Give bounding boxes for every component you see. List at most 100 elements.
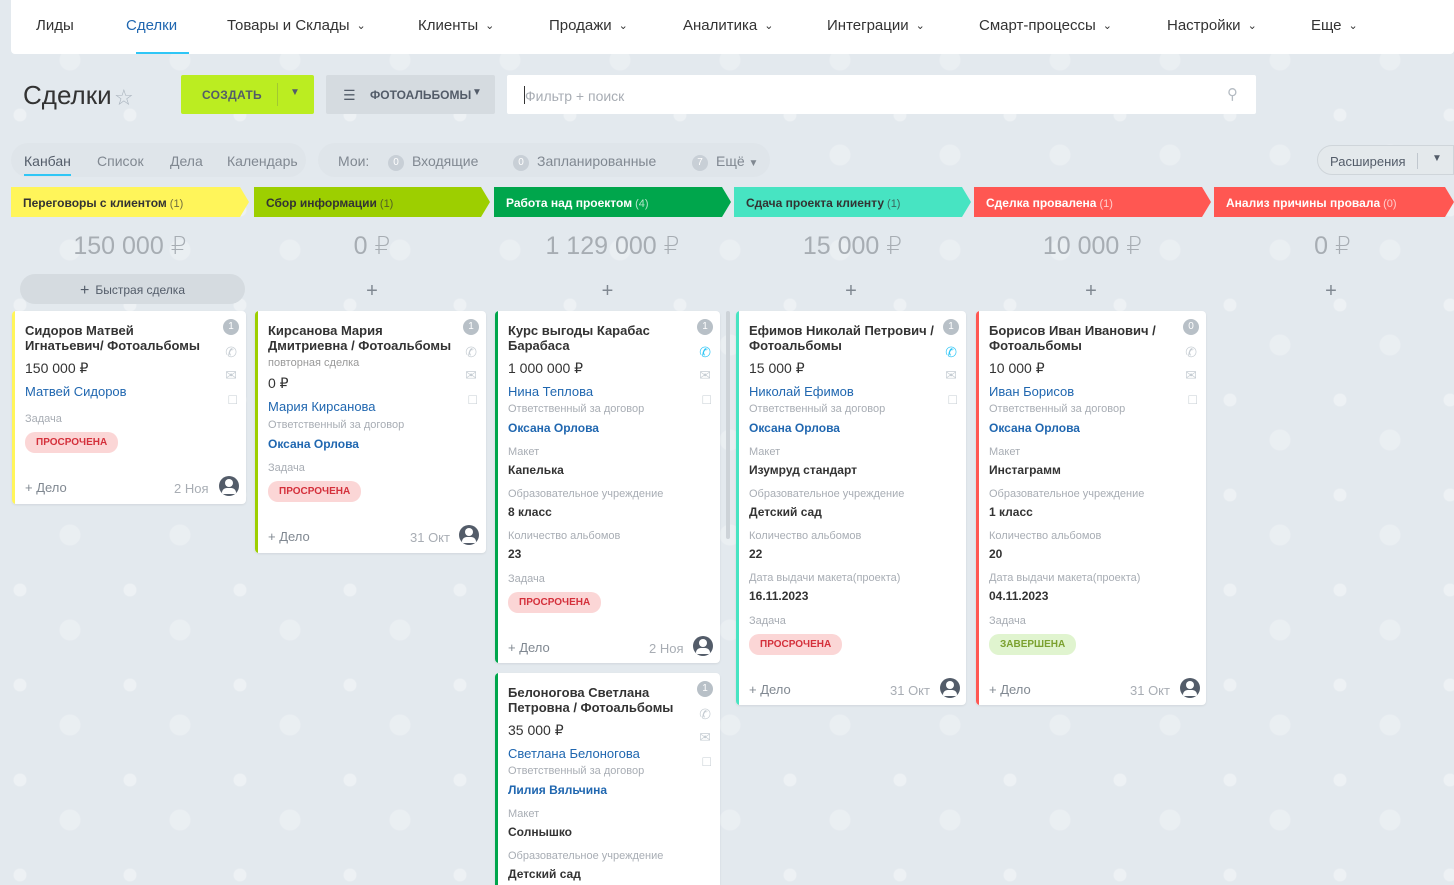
deal-title[interactable]: Кирсанова Мария Дмитриевна / Фотоальбомы (268, 323, 452, 353)
extensions-button[interactable]: Расширения ▼ (1317, 145, 1454, 175)
phone-icon[interactable]: ✆ (699, 706, 711, 722)
chat-icon[interactable]: □ (1188, 391, 1197, 407)
add-activity-button[interactable]: + Дело (749, 682, 791, 697)
add-deal-button[interactable]: + (366, 280, 378, 302)
chevron-down-icon: ⌄ (764, 20, 774, 32)
deal-card[interactable]: Ефимов Николай Петрович / Фотоальбомы 1 … (736, 311, 966, 705)
view-calendar[interactable]: Календарь (227, 153, 298, 169)
category-filter-button[interactable]: ☰ ФОТОАЛЬБОМЫ ▼ (326, 75, 495, 114)
add-deal-button[interactable]: + (1325, 280, 1337, 302)
nav-item-settings[interactable]: Настройки ⌄ (1167, 17, 1257, 34)
responsible-link[interactable]: Оксана Орлова (749, 421, 840, 435)
view-kanban[interactable]: Канбан (24, 153, 71, 169)
stage-header-info-collection[interactable]: Сбор информации (1) (254, 187, 490, 217)
deal-title[interactable]: Ефимов Николай Петрович / Фотоальбомы (749, 323, 934, 353)
task-status-badge: ПРОСРОЧЕНА (268, 481, 362, 502)
deal-price: 10 000 ₽ (989, 360, 1045, 376)
add-activity-button[interactable]: + Дело (508, 640, 550, 655)
phone-icon[interactable]: ✆ (945, 344, 957, 360)
add-activity-button[interactable]: + Дело (25, 480, 67, 495)
contact-link[interactable]: Матвей Сидоров (25, 384, 127, 399)
chat-icon[interactable]: □ (702, 391, 711, 407)
deal-title[interactable]: Курс выгоды Карабас Барабаса (508, 323, 650, 353)
avatar[interactable] (1180, 678, 1200, 698)
avatar[interactable] (219, 476, 239, 496)
deal-card[interactable]: Курс выгоды Карабас Барабаса 1 ✆ ✉ □ 1 0… (495, 311, 720, 663)
add-activity-button[interactable]: + Дело (989, 682, 1031, 697)
deal-card[interactable]: Сидоров Матвей Игнатьевич/ Фотоальбомы 1… (12, 311, 246, 504)
nav-item-deals[interactable]: Сделки (126, 17, 177, 34)
search-input[interactable]: Фильтр + поиск ⚲ (507, 75, 1256, 114)
responsible-link[interactable]: Оксана Орлова (508, 421, 599, 435)
nav-label: Интеграции (827, 17, 909, 34)
phone-icon[interactable]: ✆ (225, 344, 237, 360)
chat-icon[interactable]: □ (228, 391, 237, 407)
add-deal-button[interactable]: + (601, 280, 614, 302)
mail-icon[interactable]: ✉ (699, 367, 711, 383)
nav-item-analytics[interactable]: Аналитика ⌄ (683, 17, 773, 34)
nav-item-smart-processes[interactable]: Смарт-процессы ⌄ (979, 17, 1112, 34)
stage-header-negotiation[interactable]: Переговоры с клиентом (1) (11, 187, 249, 217)
phone-icon[interactable]: ✆ (1185, 344, 1197, 360)
mail-icon[interactable]: ✉ (945, 367, 957, 383)
field-label: Задача (25, 413, 62, 425)
mail-icon[interactable]: ✉ (1185, 367, 1197, 383)
contact-link[interactable]: Николай Ефимов (749, 384, 854, 399)
quick-deal-button[interactable]: + Быстрая сделка (20, 274, 245, 304)
chat-icon[interactable]: □ (468, 391, 477, 407)
add-deal-button[interactable]: + (1085, 280, 1097, 302)
nav-item-leads[interactable]: Лиды (36, 17, 74, 34)
contact-link[interactable]: Нина Теплова (508, 384, 594, 399)
responsible-link[interactable]: Оксана Орлова (268, 437, 359, 451)
counter-more[interactable]: 7 Ещё ▼ (692, 153, 758, 171)
search-placeholder: Фильтр + поиск (525, 88, 625, 104)
field-label: Образовательное учреждение (508, 488, 664, 500)
phone-icon[interactable]: ✆ (699, 344, 711, 360)
chat-icon[interactable]: □ (702, 753, 711, 769)
contact-link[interactable]: Светлана Белоногова (508, 746, 640, 761)
contact-link[interactable]: Мария Кирсанова (268, 399, 376, 414)
caret-down-icon[interactable]: ▼ (290, 87, 300, 98)
avatar[interactable] (459, 525, 479, 545)
deal-card[interactable]: Борисов Иван Иванович / Фотоальбомы 0 ✆ … (976, 311, 1206, 705)
deal-card[interactable]: Белоногова Светлана Петровна / Фотоальбо… (495, 673, 720, 885)
stage-header-failure-analysis[interactable]: Анализ причины провала (0) (1214, 187, 1454, 217)
nav-label: Лиды (36, 17, 74, 34)
phone-icon[interactable]: ✆ (465, 344, 477, 360)
contact-link[interactable]: Иван Борисов (989, 384, 1075, 399)
caret-down-icon[interactable]: ▼ (1432, 153, 1442, 164)
nav-item-integrations[interactable]: Интеграции ⌄ (827, 17, 925, 34)
add-deal-button[interactable]: + (845, 280, 857, 302)
avatar[interactable] (693, 636, 713, 656)
star-icon[interactable]: ☆ (114, 85, 134, 110)
counter-incoming[interactable]: 0 Входящие (388, 153, 478, 171)
chat-icon[interactable]: □ (948, 391, 957, 407)
stage-header-project-work[interactable]: Работа над проектом (4) (494, 187, 731, 217)
stage-header-project-delivery[interactable]: Сдача проекта клиенту (1) (734, 187, 971, 217)
counter-planned[interactable]: 0 Запланированные (513, 153, 656, 171)
deal-card[interactable]: Кирсанова Мария Дмитриевна / Фотоальбомы… (255, 311, 486, 553)
responsible-link[interactable]: Оксана Орлова (989, 421, 1080, 435)
create-button[interactable]: СОЗДАТЬ ▼ (181, 75, 314, 114)
stage-header-deal-failed[interactable]: Сделка провалена (1) (974, 187, 1211, 217)
deal-title[interactable]: Белоногова Светлана Петровна / Фотоальбо… (508, 685, 674, 715)
nav-item-products[interactable]: Товары и Склады ⌄ (227, 17, 366, 34)
view-activities[interactable]: Дела (170, 153, 203, 169)
responsible-link[interactable]: Лилия Вяльчина (508, 783, 608, 797)
mail-icon[interactable]: ✉ (699, 729, 711, 745)
mail-icon[interactable]: ✉ (225, 367, 237, 383)
search-icon[interactable]: ⚲ (1227, 86, 1238, 103)
deal-title[interactable]: Борисов Иван Иванович / Фотоальбомы (989, 323, 1156, 353)
nav-item-sales[interactable]: Продажи ⌄ (549, 17, 628, 34)
deal-note: повторная сделка (268, 357, 360, 369)
avatar[interactable] (940, 678, 960, 698)
deal-title[interactable]: Сидоров Матвей Игнатьевич/ Фотоальбомы (25, 323, 201, 353)
nav-item-clients[interactable]: Клиенты ⌄ (418, 17, 494, 34)
field-label: Образовательное учреждение (508, 850, 664, 862)
nav-item-more[interactable]: Еще ⌄ (1311, 17, 1358, 34)
column-scrollbar[interactable] (726, 311, 730, 539)
stage-sum: 1 129 000 ₽ (545, 232, 680, 260)
mail-icon[interactable]: ✉ (465, 367, 477, 383)
view-list[interactable]: Список (97, 153, 144, 169)
add-activity-button[interactable]: + Дело (268, 529, 310, 544)
